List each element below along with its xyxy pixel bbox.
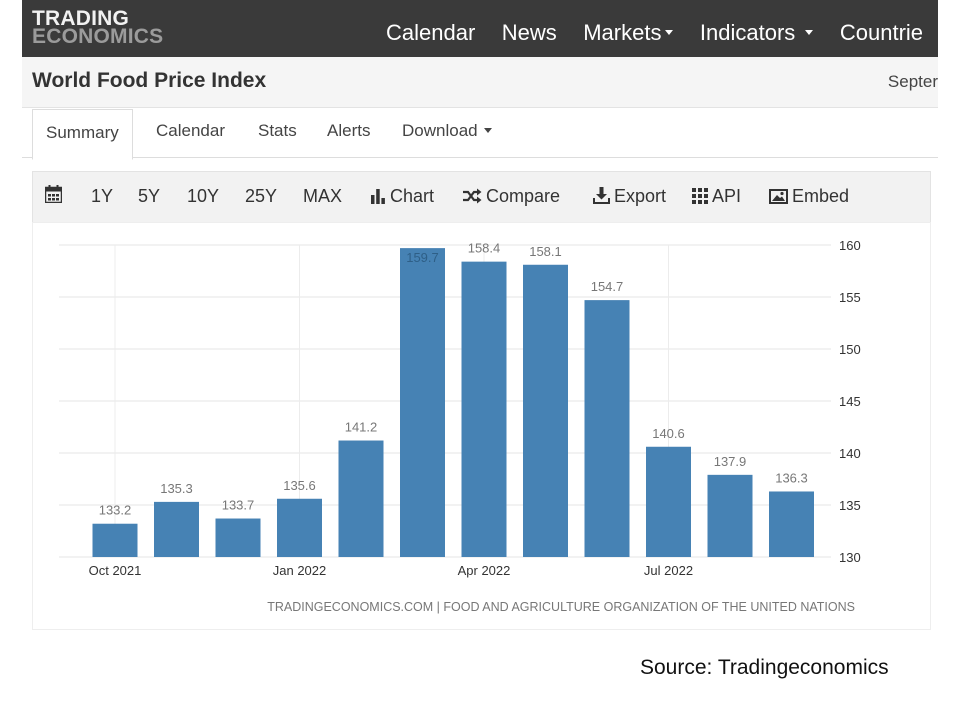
- chart-button-label: Chart: [390, 186, 435, 206]
- nav-indicators-label: Indicators: [699, 20, 796, 45]
- x-tick-label: Apr 2022: [458, 563, 511, 578]
- data-label: 133.2: [99, 503, 132, 518]
- data-label: 137.9: [714, 454, 747, 469]
- bar-chart-icon: [371, 189, 385, 204]
- source-note: Source: Tradingeconomics: [640, 656, 889, 679]
- tab-alerts[interactable]: Alerts: [327, 121, 371, 140]
- bar: [215, 518, 261, 557]
- export-button-label: Export: [614, 186, 667, 206]
- chevron-down-icon: [805, 29, 814, 35]
- data-label: 135.3: [160, 481, 193, 496]
- data-label: 158.4: [468, 241, 501, 256]
- tab-download[interactable]: Download: [402, 107, 492, 157]
- bar: [523, 264, 568, 557]
- x-tick-label: Jan 2022: [273, 563, 327, 578]
- bar: [584, 300, 630, 557]
- range-max-button[interactable]: MAX: [303, 186, 343, 206]
- bar: [154, 501, 199, 557]
- data-label: 154.7: [591, 279, 624, 294]
- y-tick-label: 150: [839, 342, 861, 357]
- nav-markets[interactable]: Markets: [583, 20, 674, 46]
- y-tick-label: 135: [839, 498, 861, 513]
- data-label: 136.3: [775, 470, 808, 485]
- shuffle-icon: [463, 188, 482, 204]
- logo-line-1: TRADING: [32, 7, 130, 30]
- title-bar: World Food Price Index Septer: [22, 57, 938, 108]
- bar: [338, 440, 384, 557]
- main-nav: Calendar News Markets Indicators Countri…: [386, 20, 945, 50]
- bar: [92, 523, 138, 557]
- nav-indicators[interactable]: Indicators: [700, 20, 814, 46]
- release-date: Septer: [887, 72, 938, 91]
- logo-line-2: ECONOMICS: [32, 25, 164, 48]
- y-tick-label: 140: [839, 446, 861, 461]
- bar: [646, 446, 691, 557]
- bar: [461, 261, 507, 557]
- tab-stats[interactable]: Stats: [258, 121, 297, 140]
- chevron-down-icon: [483, 128, 492, 134]
- chart-credit: TRADINGECONOMICS.COM | FOOD AND AGRICULT…: [267, 600, 855, 614]
- compare-button[interactable]: Compare: [462, 186, 560, 207]
- nav-markets-label: Markets: [583, 20, 662, 45]
- top-nav-bar: TRADING ECONOMICS Calendar News Markets …: [22, 0, 938, 57]
- tab-summary[interactable]: Summary: [32, 109, 133, 160]
- bar: [707, 474, 753, 557]
- api-button-label: API: [712, 186, 742, 206]
- data-label: 141.2: [345, 420, 378, 435]
- export-button[interactable]: Export: [593, 186, 666, 207]
- image-icon: [769, 189, 788, 204]
- nav-calendar[interactable]: Calendar: [386, 20, 476, 45]
- data-label: 135.6: [283, 478, 316, 493]
- bar: [277, 498, 322, 557]
- range-1y-button[interactable]: 1Y: [91, 186, 114, 206]
- bar: [769, 491, 814, 557]
- data-label: 133.7: [222, 498, 255, 513]
- embed-button[interactable]: Embed: [769, 186, 849, 207]
- tab-calendar[interactable]: Calendar: [156, 121, 225, 140]
- data-label: 140.6: [652, 426, 685, 441]
- download-icon: [593, 187, 610, 204]
- range-10y-button[interactable]: 10Y: [187, 186, 220, 206]
- chart-panel: 130 135 140 145 150 155 160 133.2 135.3 133.7 135.…: [32, 222, 931, 630]
- y-tick-label: 145: [839, 394, 861, 409]
- y-tick-label: 155: [839, 290, 861, 305]
- section-tabs: Summary Calendar Stats Alerts Download: [22, 107, 938, 160]
- range-25y-button[interactable]: 25Y: [245, 186, 278, 206]
- chart-type-button[interactable]: Chart: [370, 186, 434, 207]
- page-title: World Food Price Index: [32, 69, 267, 92]
- data-label: 158.1: [529, 244, 562, 259]
- nav-countries[interactable]: Countrie: [839, 20, 924, 45]
- api-button[interactable]: API: [692, 186, 741, 207]
- embed-button-label: Embed: [792, 186, 850, 206]
- chart-toolbar: 1Y 5Y 10Y 25Y MAX Chart Compare Export A…: [32, 171, 931, 223]
- x-tick-label: Jul 2022: [644, 563, 693, 578]
- chevron-down-icon: [665, 29, 674, 35]
- compare-button-label: Compare: [486, 186, 561, 206]
- bar: [400, 248, 445, 557]
- grid-icon: [692, 188, 708, 204]
- range-5y-button[interactable]: 5Y: [138, 186, 161, 206]
- x-tick-label: Oct 2021: [89, 563, 142, 578]
- nav-news[interactable]: News: [501, 20, 557, 45]
- calendar-icon[interactable]: [44, 185, 66, 206]
- food-price-bar-chart: 130 135 140 145 150 155 160 133.2 135.3 133.7 135.…: [59, 238, 861, 614]
- y-tick-label: 160: [839, 238, 861, 253]
- tab-download-label: Download: [402, 121, 478, 140]
- y-tick-label: 130: [839, 550, 861, 565]
- trading-economics-logo[interactable]: TRADING ECONOMICS: [32, 7, 164, 48]
- data-label: 159.7: [406, 250, 439, 265]
